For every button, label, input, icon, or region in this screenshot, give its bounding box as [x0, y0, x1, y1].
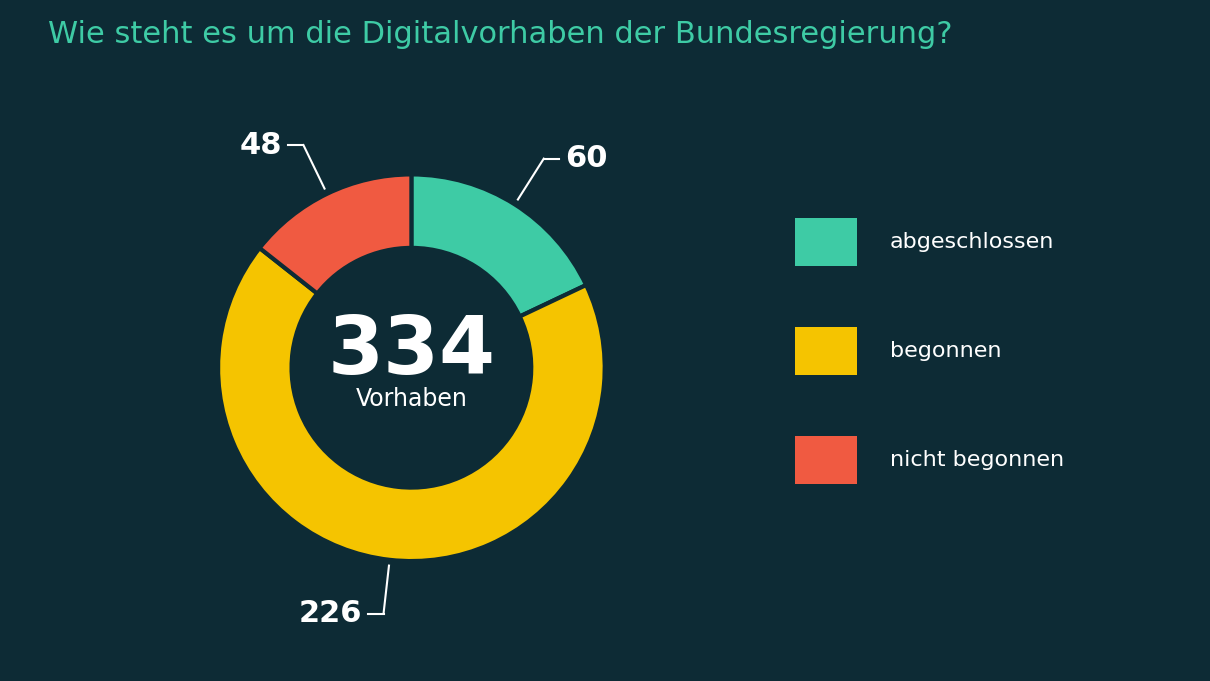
Wedge shape	[218, 248, 605, 561]
Circle shape	[293, 249, 530, 487]
FancyBboxPatch shape	[795, 218, 857, 266]
Wedge shape	[411, 174, 586, 317]
Text: 60: 60	[565, 144, 607, 173]
Text: Vorhaben: Vorhaben	[356, 387, 467, 411]
Text: nicht begonnen: nicht begonnen	[889, 449, 1064, 470]
FancyBboxPatch shape	[795, 327, 857, 375]
Text: Wie steht es um die Digitalvorhaben der Bundesregierung?: Wie steht es um die Digitalvorhaben der …	[48, 20, 953, 50]
Text: 48: 48	[240, 131, 282, 159]
Text: abgeschlossen: abgeschlossen	[889, 232, 1054, 252]
Wedge shape	[260, 174, 411, 294]
Text: 334: 334	[328, 313, 495, 392]
Text: 226: 226	[299, 599, 362, 628]
Text: begonnen: begonnen	[889, 340, 1001, 361]
FancyBboxPatch shape	[795, 436, 857, 484]
